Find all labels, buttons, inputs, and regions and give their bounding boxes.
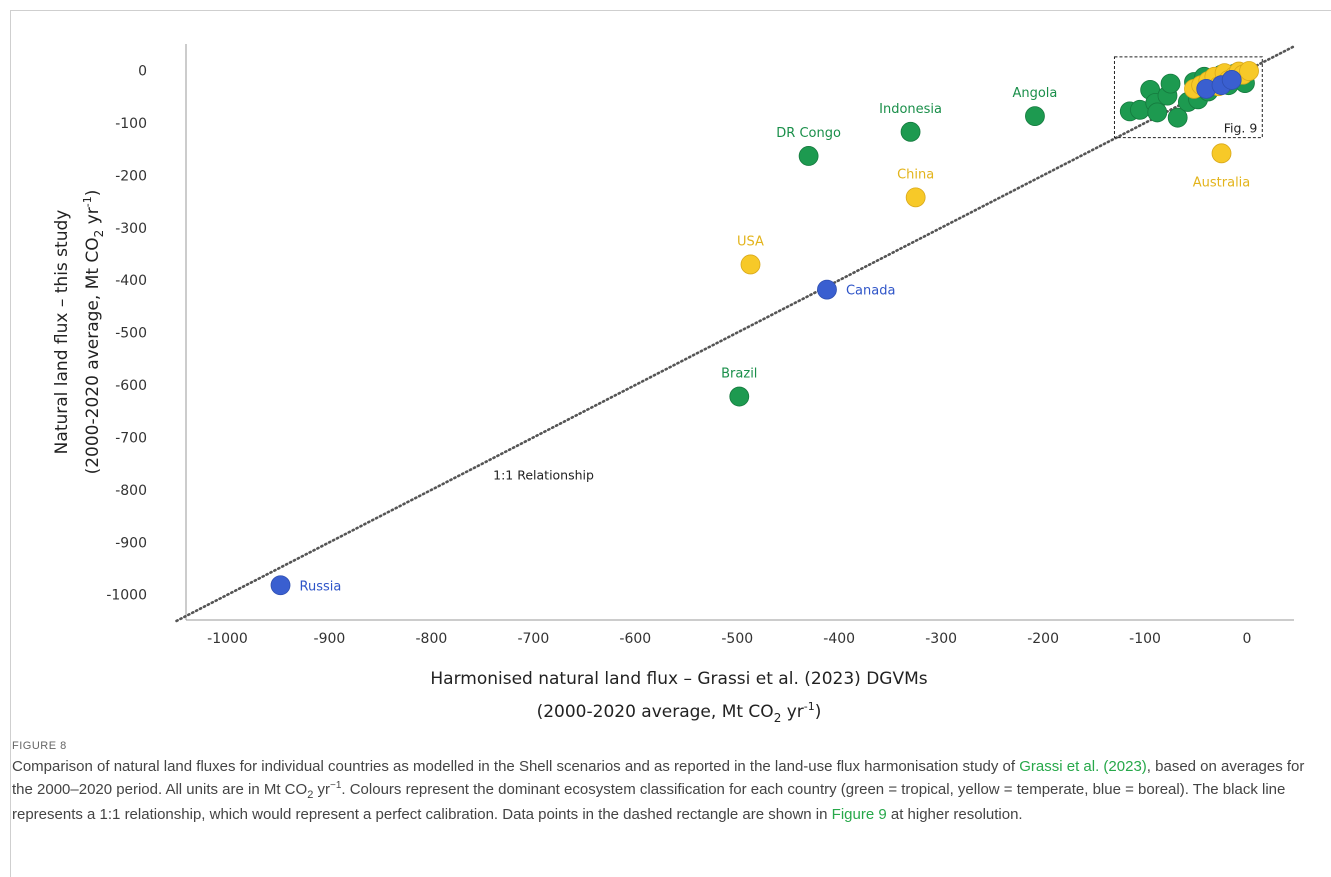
- x-tick-label: -100: [1129, 631, 1161, 647]
- y-tick-label: -500: [115, 326, 147, 342]
- point-temperate: [905, 187, 926, 208]
- x-axis-title-line1: Harmonised natural land flux – Grassi et…: [430, 669, 927, 689]
- y-tick-label: 0: [138, 64, 147, 80]
- point-tropical: [1025, 106, 1045, 127]
- inset-rectangle: [1113, 56, 1263, 139]
- point-label-brazil: Brazil: [721, 367, 757, 382]
- x-tick-label: -500: [721, 631, 753, 647]
- point-boreal: [270, 575, 291, 596]
- y-tick-label: -700: [115, 430, 147, 446]
- point-tropical: [900, 121, 921, 142]
- x-tick-label: -1000: [207, 631, 248, 647]
- x-tick-label: -600: [619, 631, 651, 647]
- point-label-china: China: [897, 167, 934, 182]
- one-to-one-layer: 1:1 Relationship Fig. 9: [175, 45, 1295, 623]
- x-tick-label: -800: [416, 631, 448, 647]
- figure-caption: FIGURE 8 Comparison of natural land flux…: [12, 737, 1312, 824]
- caption-text: Comparison of natural land fluxes for in…: [12, 758, 1305, 823]
- y-tick-label: -300: [115, 221, 147, 237]
- y-axis-title-line2: (2000-2020 average, Mt CO2 yr-1): [81, 190, 106, 475]
- x-tick-label: -900: [314, 631, 346, 647]
- point-temperate: [1211, 143, 1232, 164]
- x-tick-label: -300: [925, 631, 957, 647]
- y-tick-label: -1000: [106, 588, 147, 604]
- axes-layer: 0 -100 -200 -300 -400 -500 -600 -700 -800 -900 -10…: [106, 44, 1294, 647]
- points-layer: [270, 61, 1259, 596]
- point-label-usa: USA: [737, 234, 764, 249]
- point-tropical: [1160, 73, 1181, 94]
- y-tick-label: -200: [115, 168, 147, 184]
- x-axis-title-line2: (2000-2020 average, Mt CO2 yr-1): [537, 700, 822, 725]
- figure-label: FIGURE 8: [12, 740, 67, 752]
- point-label-indonesia: Indonesia: [879, 102, 942, 117]
- x-tick-label: 0: [1243, 631, 1252, 647]
- point-temperate: [740, 254, 761, 275]
- scatter-chart: 0 -100 -200 -300 -400 -500 -600 -700 -800 -900 -10…: [52, 44, 1295, 725]
- x-tick-label: -200: [1027, 631, 1059, 647]
- point-label-australia: Australia: [1193, 175, 1251, 190]
- figure-frame: [10, 10, 1331, 877]
- y-tick-label: -600: [115, 378, 147, 394]
- point-tropical: [729, 386, 750, 407]
- point-tropical: [1167, 107, 1188, 128]
- one-to-one-label: 1:1 Relationship: [493, 467, 594, 482]
- point-temperate: [1239, 61, 1259, 81]
- point-label-dr-congo: DR Congo: [776, 126, 841, 141]
- x-tick-label: -700: [517, 631, 549, 647]
- point-labels-layer: Brazil DR Congo Indonesia Angola USA China Aus…: [300, 86, 1251, 594]
- figure-9-link[interactable]: Figure 9: [831, 806, 887, 823]
- grassi-reference-link[interactable]: Grassi et al. (2023): [1019, 758, 1147, 775]
- y-axis-title-line1: Natural land flux – this study: [52, 210, 72, 455]
- point-label-russia: Russia: [300, 579, 342, 594]
- point-boreal: [1221, 70, 1242, 90]
- one-to-one-line: [175, 45, 1295, 623]
- y-tick-label: -800: [115, 483, 147, 499]
- x-tick-label: -400: [823, 631, 855, 647]
- point-label-angola: Angola: [1012, 86, 1057, 101]
- point-boreal: [817, 279, 837, 300]
- y-tick-label: -100: [115, 116, 147, 132]
- inset-label: Fig. 9: [1224, 121, 1258, 136]
- point-tropical: [1147, 102, 1168, 123]
- point-label-canada: Canada: [846, 284, 895, 299]
- y-tick-label: -400: [115, 273, 147, 289]
- point-tropical: [798, 146, 819, 166]
- y-tick-label: -900: [115, 535, 147, 551]
